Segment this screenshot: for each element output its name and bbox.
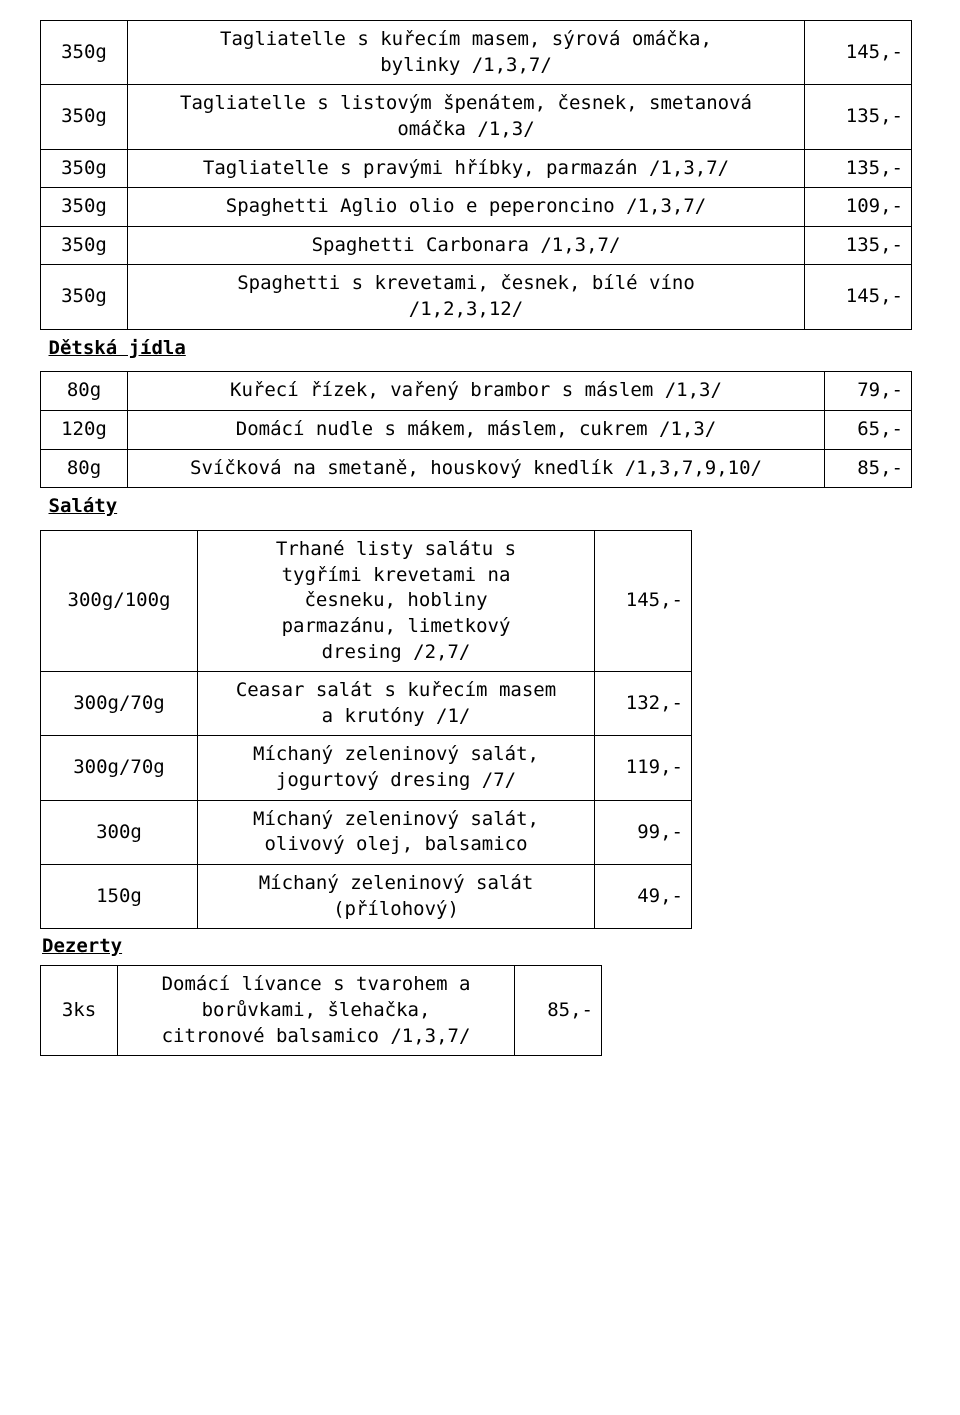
price-cell: 145,- bbox=[805, 21, 912, 85]
price-cell: 65,- bbox=[825, 411, 912, 450]
section-desserts: Dezerty bbox=[42, 935, 920, 957]
table-row: 80gSvíčková na smetaně, houskový knedlík… bbox=[41, 449, 912, 488]
price-cell: 145,- bbox=[805, 265, 912, 329]
price-cell: 132,- bbox=[595, 672, 692, 736]
table-row: 80gKuřecí řízek, vařený brambor s máslem… bbox=[41, 372, 912, 411]
table-row: 350gSpaghetti Carbonara /1,3,7/135,- bbox=[41, 226, 912, 265]
table-row: 300gMíchaný zeleninový salát,olivový ole… bbox=[41, 800, 692, 864]
menu-kids-table: 80gKuřecí řízek, vařený brambor s máslem… bbox=[40, 371, 912, 524]
desc-cell: Domácí nudle s mákem, máslem, cukrem /1,… bbox=[128, 411, 825, 450]
qty-cell: 80g bbox=[41, 372, 128, 411]
menu-desserts-table: 3ksDomácí lívance s tvarohem aborůvkami,… bbox=[40, 965, 602, 1056]
desc-cell: Kuřecí řízek, vařený brambor s máslem /1… bbox=[128, 372, 825, 411]
desc-cell: Ceasar salát s kuřecím masema krutóny /1… bbox=[198, 672, 595, 736]
desc-cell: Míchaný zeleninový salát,olivový olej, b… bbox=[198, 800, 595, 864]
desc-cell: Spaghetti Carbonara /1,3,7/ bbox=[128, 226, 805, 265]
desc-cell: Míchaný zeleninový salát,jogurtový dresi… bbox=[198, 736, 595, 800]
qty-cell: 3ks bbox=[41, 966, 118, 1056]
desc-cell: Míchaný zeleninový salát(přílohový) bbox=[198, 865, 595, 929]
table-row: 350gTagliatelle s kuřecím masem, sýrová … bbox=[41, 21, 912, 85]
desc-cell: Trhané listy salátu stygřími krevetami n… bbox=[198, 530, 595, 671]
qty-cell: 300g/70g bbox=[41, 672, 198, 736]
price-cell: 49,- bbox=[595, 865, 692, 929]
desc-cell: Tagliatelle s pravými hříbky, parmazán /… bbox=[128, 149, 805, 188]
table-row: 300g/100gTrhané listy salátu stygřími kr… bbox=[41, 530, 692, 671]
table-row: 350gTagliatelle s pravými hříbky, parmaz… bbox=[41, 149, 912, 188]
menu-salads-table: 300g/100gTrhané listy salátu stygřími kr… bbox=[40, 530, 692, 929]
price-cell: 85,- bbox=[825, 449, 912, 488]
qty-cell: 350g bbox=[41, 149, 128, 188]
qty-cell: 150g bbox=[41, 865, 198, 929]
table-row: 350gSpaghetti s krevetami, česnek, bílé … bbox=[41, 265, 912, 329]
desc-cell: Domácí lívance s tvarohem aborůvkami, šl… bbox=[118, 966, 515, 1056]
price-cell: 135,- bbox=[805, 85, 912, 149]
price-cell: 79,- bbox=[825, 372, 912, 411]
table-row: 350gTagliatelle s listovým špenátem, čes… bbox=[41, 85, 912, 149]
qty-cell: 300g bbox=[41, 800, 198, 864]
section-kids: Dětská jídla bbox=[41, 330, 912, 366]
price-cell: 99,- bbox=[595, 800, 692, 864]
desc-cell: Tagliatelle s kuřecím masem, sýrová omáč… bbox=[128, 21, 805, 85]
qty-cell: 300g/100g bbox=[41, 530, 198, 671]
table-row: 150gMíchaný zeleninový salát(přílohový)4… bbox=[41, 865, 692, 929]
qty-cell: 80g bbox=[41, 449, 128, 488]
qty-cell: 350g bbox=[41, 265, 128, 329]
menu-main-table: 350gTagliatelle s kuřecím masem, sýrová … bbox=[40, 20, 912, 365]
desc-cell: Svíčková na smetaně, houskový knedlík /1… bbox=[128, 449, 825, 488]
table-row: 300g/70gCeasar salát s kuřecím masema kr… bbox=[41, 672, 692, 736]
price-cell: 135,- bbox=[805, 226, 912, 265]
price-cell: 145,- bbox=[595, 530, 692, 671]
qty-cell: 300g/70g bbox=[41, 736, 198, 800]
desc-cell: Spaghetti s krevetami, česnek, bílé víno… bbox=[128, 265, 805, 329]
table-row: 300g/70gMíchaný zeleninový salát,jogurto… bbox=[41, 736, 692, 800]
desc-cell: Tagliatelle s listovým špenátem, česnek,… bbox=[128, 85, 805, 149]
table-row: 350gSpaghetti Aglio olio e peperoncino /… bbox=[41, 188, 912, 227]
section-salads: Saláty bbox=[41, 488, 912, 524]
qty-cell: 350g bbox=[41, 85, 128, 149]
table-row: 3ksDomácí lívance s tvarohem aborůvkami,… bbox=[41, 966, 602, 1056]
qty-cell: 120g bbox=[41, 411, 128, 450]
qty-cell: 350g bbox=[41, 21, 128, 85]
price-cell: 85,- bbox=[515, 966, 602, 1056]
desc-cell: Spaghetti Aglio olio e peperoncino /1,3,… bbox=[128, 188, 805, 227]
price-cell: 135,- bbox=[805, 149, 912, 188]
table-row: 120gDomácí nudle s mákem, máslem, cukrem… bbox=[41, 411, 912, 450]
qty-cell: 350g bbox=[41, 226, 128, 265]
price-cell: 119,- bbox=[595, 736, 692, 800]
price-cell: 109,- bbox=[805, 188, 912, 227]
qty-cell: 350g bbox=[41, 188, 128, 227]
